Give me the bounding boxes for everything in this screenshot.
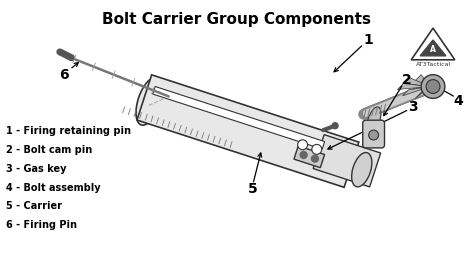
Text: 3 - Gas key: 3 - Gas key bbox=[6, 164, 67, 174]
Circle shape bbox=[426, 80, 440, 93]
Text: 2: 2 bbox=[401, 73, 411, 86]
Circle shape bbox=[369, 130, 379, 140]
Text: Bolt Carrier Group Components: Bolt Carrier Group Components bbox=[102, 12, 372, 27]
Ellipse shape bbox=[136, 78, 162, 125]
Polygon shape bbox=[415, 75, 430, 86]
Polygon shape bbox=[420, 40, 446, 56]
FancyBboxPatch shape bbox=[363, 120, 384, 148]
Circle shape bbox=[421, 75, 445, 98]
Circle shape bbox=[298, 140, 308, 150]
Text: 2 - Bolt cam pin: 2 - Bolt cam pin bbox=[6, 145, 92, 155]
Text: 5: 5 bbox=[248, 182, 258, 196]
Polygon shape bbox=[153, 86, 325, 149]
Polygon shape bbox=[430, 84, 439, 90]
Ellipse shape bbox=[352, 153, 372, 187]
Polygon shape bbox=[137, 75, 359, 187]
Ellipse shape bbox=[366, 107, 381, 135]
Polygon shape bbox=[402, 77, 430, 86]
Circle shape bbox=[332, 123, 338, 129]
Text: 6 - Firing Pin: 6 - Firing Pin bbox=[6, 220, 77, 230]
Text: A: A bbox=[430, 45, 436, 54]
Circle shape bbox=[311, 155, 319, 162]
Text: 3: 3 bbox=[409, 100, 418, 114]
Polygon shape bbox=[428, 77, 434, 86]
Polygon shape bbox=[397, 84, 430, 90]
Circle shape bbox=[312, 145, 322, 154]
Polygon shape bbox=[415, 86, 430, 98]
Polygon shape bbox=[402, 86, 430, 96]
Text: 1 - Firing retaining pin: 1 - Firing retaining pin bbox=[6, 126, 131, 136]
Circle shape bbox=[300, 151, 307, 158]
Text: 4: 4 bbox=[453, 94, 463, 108]
Polygon shape bbox=[294, 146, 325, 168]
Polygon shape bbox=[428, 86, 434, 96]
Text: AT3Tactical: AT3Tactical bbox=[416, 62, 452, 67]
Text: 4 - Bolt assembly: 4 - Bolt assembly bbox=[6, 182, 101, 193]
Text: 1: 1 bbox=[364, 33, 374, 47]
Text: 6: 6 bbox=[59, 68, 69, 82]
Polygon shape bbox=[313, 135, 381, 187]
Text: 5 - Carrier: 5 - Carrier bbox=[6, 201, 62, 211]
